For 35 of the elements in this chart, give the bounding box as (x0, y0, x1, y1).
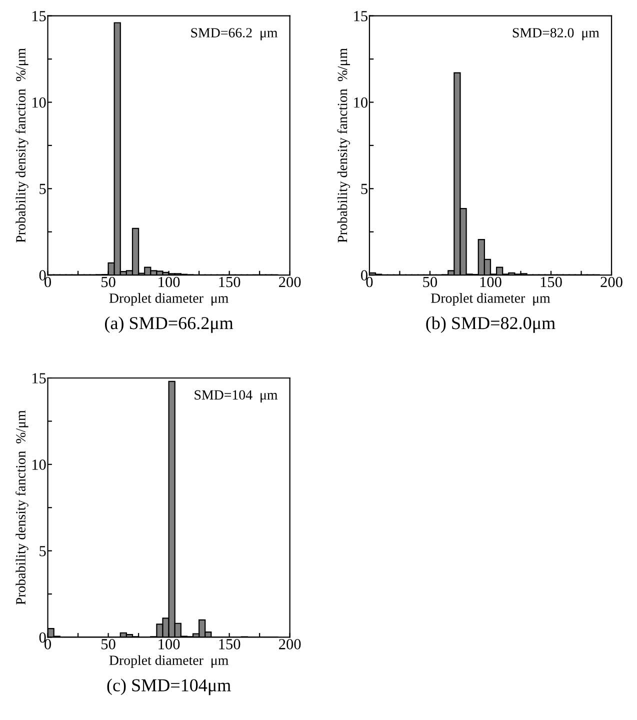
x-tick-label: 50 (423, 276, 438, 288)
annotation: SMD=104 μm (194, 390, 278, 402)
x-tick-label: 50 (102, 276, 116, 288)
y-tick-label: 15 (32, 11, 46, 22)
y-tick-label: 15 (32, 373, 46, 384)
text: (c) SMD=104μm (107, 678, 231, 696)
x-tick-label: 100 (480, 276, 502, 288)
x-tick-label: 150 (219, 276, 240, 288)
x-axis-title: Droplet diameter μm (109, 293, 228, 306)
x-tick-label: 100 (158, 639, 180, 650)
x-axis-title: Droplet diameter μm (109, 655, 228, 668)
x-tick-label: 200 (279, 639, 301, 650)
annotation: SMD=66.2 μm (191, 28, 278, 40)
y-tick-label: 5 (40, 546, 46, 556)
x-tick-label: 50 (102, 639, 116, 650)
x-tick-label: 150 (540, 276, 562, 288)
y-axis-title: Probability density fanction %/μm (16, 410, 28, 605)
y-tick-label: 5 (361, 184, 368, 194)
y-tick-label: 5 (40, 184, 46, 194)
y-tick-label: 15 (354, 11, 368, 22)
y-tick-label: 10 (354, 97, 368, 108)
y-tick-label: 10 (32, 460, 46, 470)
y-tick-label: 10 (32, 97, 46, 108)
x-tick-label: 100 (158, 276, 180, 288)
text: (a) SMD=66.2μm (105, 316, 234, 333)
y-tick-label: 0 (39, 270, 46, 280)
annotation: SMD=82.0 μm (512, 28, 600, 40)
x-tick-label: 150 (219, 639, 240, 650)
y-axis-title: Probability density fanction %/μm (337, 48, 350, 242)
y-tick-label: 0 (361, 270, 368, 280)
y-axis-title: Probability density fanction %/μm (16, 48, 28, 242)
x-tick-label: 200 (600, 276, 622, 288)
x-axis-title: Droplet diameter μm (431, 293, 550, 306)
x-tick-label: 200 (279, 276, 301, 288)
text: (b) SMD=82.0μm (426, 316, 556, 333)
